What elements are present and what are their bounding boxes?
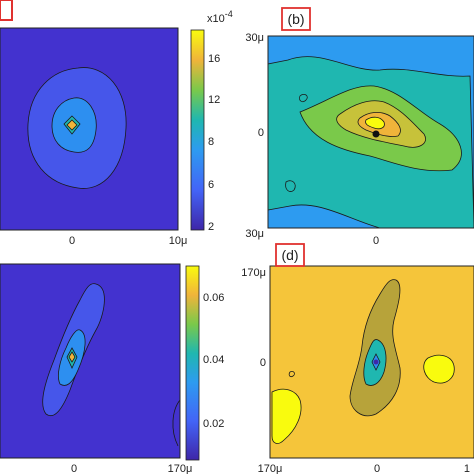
panel-a-red-marker xyxy=(0,0,13,21)
panel-d-label-box xyxy=(275,243,305,267)
panel-a-x-tick: 0 xyxy=(69,235,75,247)
panel-b-label: (b) xyxy=(287,11,304,27)
panel-b-y-tick: 30μ xyxy=(245,228,264,240)
colorbar-c-tick: 0.06 xyxy=(203,292,224,304)
panel-d-noise-contour xyxy=(288,371,295,378)
panel-d-x-tick: 0 xyxy=(374,463,380,474)
panel-d-x-tick: 170μ xyxy=(258,463,283,474)
colorbar-a-tick: 8 xyxy=(208,136,214,148)
panel-d: (d) 170μ 0 170μ 0 1 xyxy=(241,243,474,474)
panel-b: (b) 30μ 0 30μ 0 xyxy=(245,7,474,247)
panel-a-x-tick: 10μ xyxy=(169,235,188,247)
colorbar-a-tick: 12 xyxy=(208,94,220,106)
panel-c-edge-contour xyxy=(172,399,181,447)
panel-b-y-tick: 0 xyxy=(258,127,264,139)
colorbar-a-exponent: x10-4 xyxy=(207,9,233,25)
panel-c-x-tick: 0 xyxy=(71,463,77,474)
panel-b-x-tick: 0 xyxy=(373,235,379,247)
colorbar-c-tick: 0.04 xyxy=(203,354,224,366)
panel-b-noise-contour xyxy=(299,93,308,103)
panel-c-frame xyxy=(0,263,181,459)
colorbar-a-tick: 16 xyxy=(208,53,220,65)
panel-d-x-tick: 1 xyxy=(464,463,470,474)
panel-a-frame xyxy=(0,27,179,231)
colorbar-a-tick: 2 xyxy=(208,221,214,233)
panel-c-contour-core xyxy=(68,351,76,363)
panel-a-colorbar xyxy=(190,29,205,231)
panel-c-colorbar xyxy=(185,265,200,461)
panel-c: 0.06 0.04 0.02 0 170μ xyxy=(0,263,224,474)
panel-d-y-tick: 0 xyxy=(260,357,266,369)
panel-b-peak-marker xyxy=(372,130,380,138)
panel-b-label-box xyxy=(281,7,311,31)
panel-b-frame xyxy=(267,35,474,229)
panel-d-peak-marker xyxy=(373,359,379,365)
panel-a-contour-core xyxy=(66,119,78,131)
panel-d-island-contour xyxy=(271,388,302,444)
panel-b-contour-core xyxy=(365,116,385,130)
panel-c-x-tick: 170μ xyxy=(168,463,193,474)
panel-d-frame xyxy=(269,265,474,459)
panel-d-label: (d) xyxy=(281,247,298,263)
colorbar-c-tick: 0.02 xyxy=(203,418,224,430)
panel-d-y-tick: 170μ xyxy=(241,267,266,279)
panel-b-noise-contour xyxy=(285,180,296,192)
panel-d-island-contour xyxy=(423,354,455,384)
colorbar-a-tick: 6 xyxy=(208,179,214,191)
panel-b-y-tick: 30μ xyxy=(245,32,264,44)
panel-a: x10-4 16 12 8 6 2 0 10μ xyxy=(0,0,233,247)
